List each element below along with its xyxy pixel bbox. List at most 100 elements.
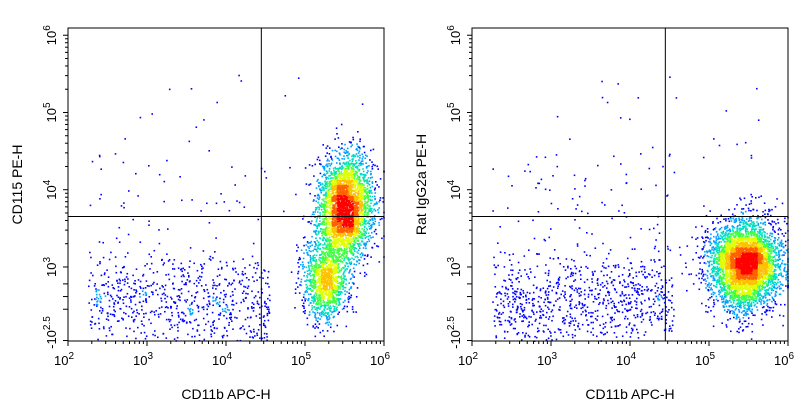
event-dot bbox=[101, 310, 104, 312]
event-dot bbox=[165, 306, 168, 308]
event-dot bbox=[135, 290, 138, 293]
event-dot bbox=[340, 227, 342, 229]
event-dot bbox=[254, 335, 256, 337]
event-dot bbox=[340, 213, 343, 216]
event-dot bbox=[371, 181, 374, 183]
event-dot bbox=[151, 310, 153, 313]
event-dot bbox=[223, 314, 225, 317]
event-dot bbox=[347, 236, 350, 239]
event-dot bbox=[200, 285, 203, 287]
event-dot bbox=[374, 187, 376, 189]
event-dot bbox=[333, 284, 336, 287]
event-dot bbox=[316, 217, 319, 220]
event-dot bbox=[314, 245, 316, 248]
event-dot bbox=[216, 296, 218, 298]
event-dot bbox=[266, 339, 268, 342]
event-dot bbox=[329, 308, 332, 310]
event-dot bbox=[319, 296, 321, 298]
event-dot bbox=[313, 266, 316, 268]
event-dot bbox=[327, 194, 330, 196]
event-dot bbox=[364, 219, 366, 222]
event-dot bbox=[308, 164, 311, 166]
event-dot bbox=[313, 298, 316, 300]
event-dot bbox=[349, 248, 351, 250]
event-dot bbox=[339, 178, 341, 180]
event-dot bbox=[318, 312, 321, 315]
event-dot bbox=[340, 275, 343, 277]
event-dot bbox=[336, 182, 338, 184]
event-dot bbox=[171, 314, 173, 317]
event-dot bbox=[311, 220, 313, 222]
event-dot bbox=[315, 250, 318, 252]
event-dot bbox=[323, 167, 326, 170]
event-dot bbox=[99, 310, 101, 312]
event-dot bbox=[353, 227, 355, 230]
event-dot bbox=[335, 229, 337, 232]
event-dot bbox=[316, 271, 319, 274]
event-dot bbox=[350, 232, 353, 234]
event-dot bbox=[266, 314, 269, 317]
event-dot bbox=[373, 230, 376, 233]
event-dot bbox=[331, 264, 334, 266]
event-dot bbox=[346, 196, 348, 199]
event-dot bbox=[339, 291, 342, 294]
event-dot bbox=[302, 218, 304, 220]
event-dot bbox=[314, 286, 317, 289]
event-dot bbox=[305, 289, 308, 292]
event-dot bbox=[324, 232, 327, 235]
event-dot bbox=[317, 223, 320, 226]
event-dot bbox=[232, 304, 235, 306]
event-dot bbox=[228, 321, 230, 324]
event-dot bbox=[362, 179, 365, 182]
event-dot bbox=[103, 284, 105, 287]
event-dot bbox=[326, 289, 329, 291]
event-dot bbox=[311, 284, 314, 287]
event-dot bbox=[259, 276, 261, 279]
event-dot bbox=[198, 324, 200, 327]
event-dot bbox=[328, 280, 331, 282]
event-dot bbox=[364, 176, 366, 178]
event-dot bbox=[339, 288, 341, 290]
event-dot bbox=[350, 286, 353, 288]
event-dot bbox=[367, 238, 370, 241]
event-dot bbox=[326, 257, 328, 259]
event-dot bbox=[365, 220, 368, 222]
event-dot bbox=[319, 275, 322, 278]
event-dot bbox=[300, 263, 302, 266]
event-dot bbox=[346, 177, 349, 179]
event-dot bbox=[310, 257, 313, 260]
event-dot bbox=[263, 324, 265, 326]
event-dot bbox=[240, 283, 242, 286]
event-dot bbox=[224, 307, 227, 310]
event-dot bbox=[352, 182, 355, 184]
event-dot bbox=[309, 278, 312, 281]
event-dot bbox=[194, 335, 196, 338]
event-dot bbox=[251, 276, 254, 278]
event-dot bbox=[322, 281, 324, 283]
event-dot bbox=[326, 163, 328, 165]
event-dot bbox=[189, 311, 191, 313]
event-dot bbox=[213, 327, 216, 330]
event-dot bbox=[323, 165, 326, 168]
event-dot bbox=[361, 240, 363, 242]
event-dot bbox=[348, 223, 351, 225]
event-dot bbox=[314, 281, 317, 283]
event-dot bbox=[344, 290, 346, 292]
event-dot bbox=[355, 224, 357, 226]
event-dot bbox=[361, 254, 364, 257]
event-dot bbox=[212, 296, 215, 299]
event-dot bbox=[353, 239, 356, 242]
event-dot bbox=[226, 306, 229, 309]
event-dot bbox=[342, 244, 345, 246]
event-dot bbox=[365, 223, 367, 225]
event-dot bbox=[303, 293, 305, 296]
event-dot bbox=[208, 303, 211, 306]
event-dot bbox=[371, 195, 374, 198]
event-dot bbox=[326, 316, 328, 318]
event-dot bbox=[327, 201, 330, 203]
event-dot bbox=[230, 283, 232, 286]
event-dot bbox=[374, 203, 377, 205]
event-dot bbox=[353, 179, 355, 182]
event-dot bbox=[148, 318, 150, 321]
event-dot bbox=[350, 296, 352, 299]
